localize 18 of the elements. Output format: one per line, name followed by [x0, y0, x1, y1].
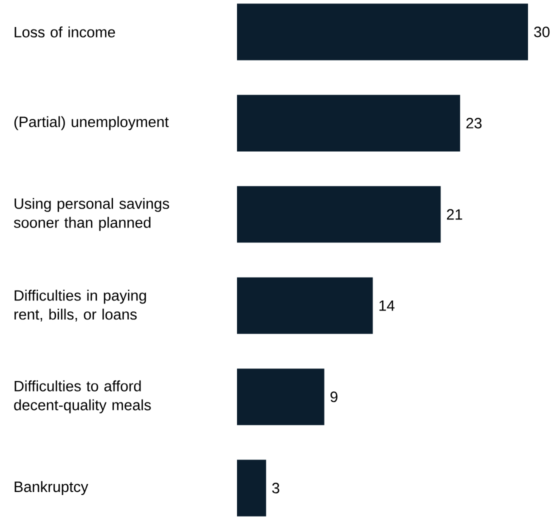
data-label: 14	[379, 300, 395, 311]
y-tick-label: Difficulties in paying rent, bills, or loans	[14, 290, 146, 322]
data-label: 3	[272, 482, 280, 494]
y-tick-label: Using personal savings sooner than planned	[14, 198, 170, 231]
bar	[237, 94, 460, 152]
data-label: 9	[330, 392, 338, 402]
y-tick-label: (Partial) unemployment	[14, 116, 169, 130]
data-label: 30	[534, 26, 550, 38]
bar	[237, 277, 373, 334]
bar	[237, 368, 324, 426]
data-label: 23	[466, 118, 482, 128]
y-tick-label: Difficulties to afford decent-quality meals	[14, 380, 151, 414]
data-label: 21	[446, 209, 462, 220]
y-tick-label: Bankruptcy	[14, 481, 88, 496]
y-tick-label: Loss of income	[14, 26, 115, 38]
bar	[237, 460, 266, 516]
bar	[237, 186, 441, 243]
bar	[237, 4, 528, 60]
